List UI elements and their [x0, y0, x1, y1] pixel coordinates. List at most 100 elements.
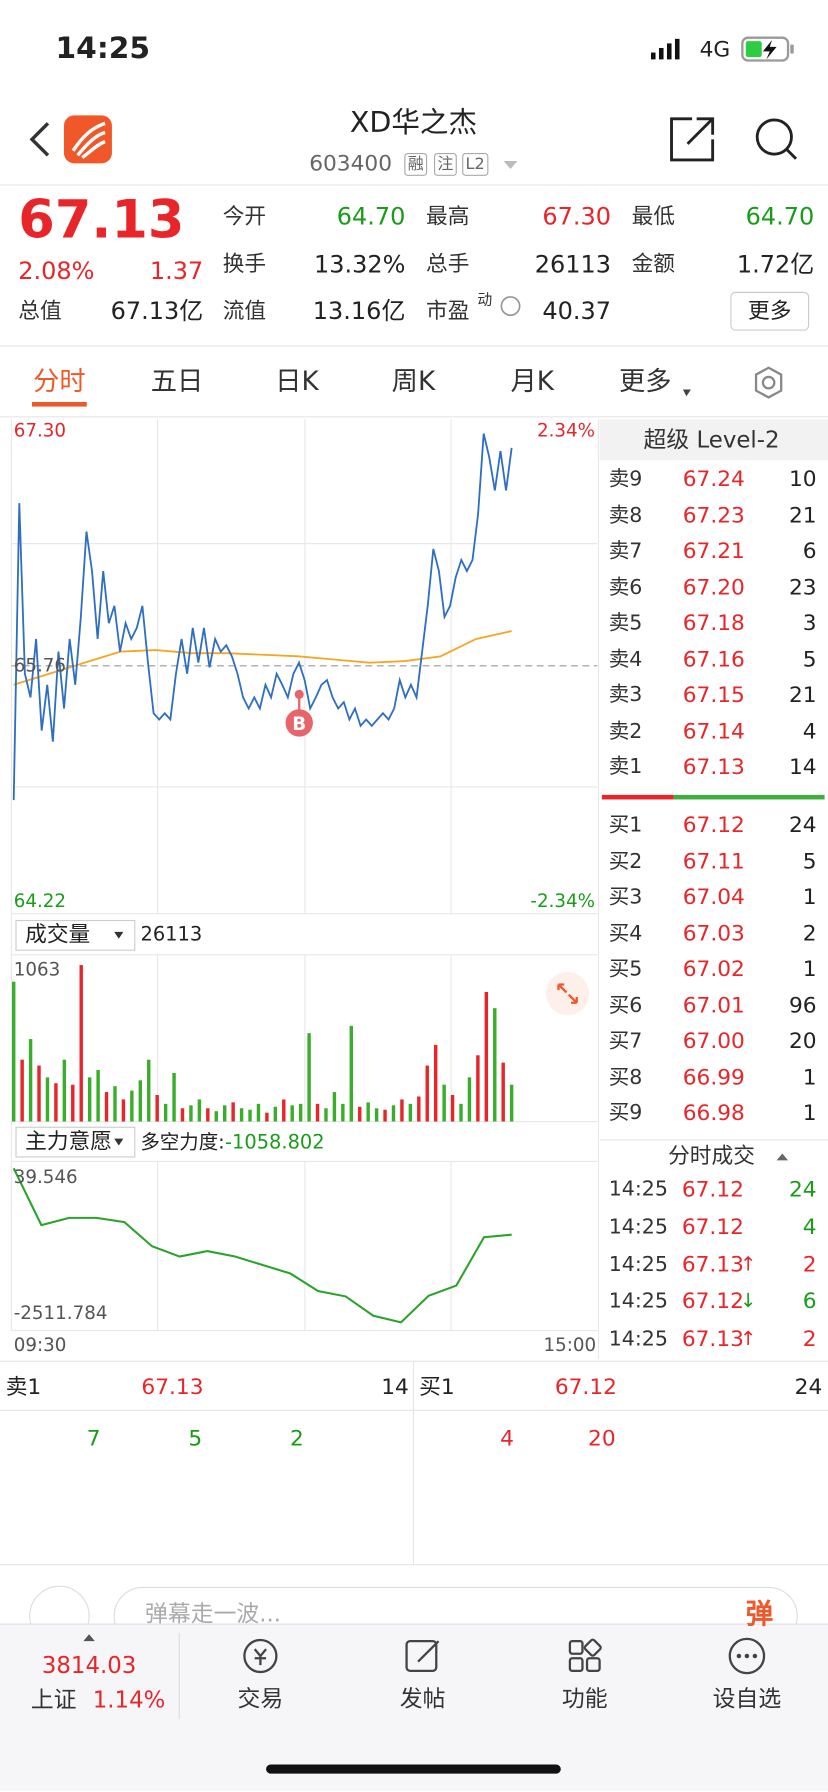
volume-bar [71, 1084, 75, 1122]
trade-time: 14:25 [608, 1252, 668, 1277]
index-value[interactable]: 3814.03 [41, 1651, 137, 1679]
tab[interactable]: 五日 [150, 367, 204, 397]
volume-bar [248, 1109, 252, 1122]
settings-icon[interactable] [754, 366, 783, 399]
tab-bar-item[interactable]: 设自选 [712, 1684, 782, 1712]
bids-price: 67.12 [682, 812, 745, 838]
field-label: 最高 [425, 203, 470, 229]
tab[interactable]: 分时 [33, 367, 86, 397]
volume-bar [20, 1059, 24, 1122]
bids-price: 66.99 [682, 1064, 745, 1090]
more-button-label[interactable]: 更多 [748, 298, 792, 324]
expand-button[interactable] [545, 971, 590, 1016]
volume-bar [332, 1092, 337, 1122]
bids-volume: 1 [802, 1100, 817, 1126]
field-label: 最低 [631, 203, 675, 229]
buy-queue-order: 20 [588, 1425, 616, 1451]
volume-bar [391, 1105, 396, 1122]
asks-volume: 10 [788, 466, 817, 492]
asks-price: 67.24 [682, 466, 745, 492]
volume-bar [425, 1065, 429, 1122]
asks-volume: 5 [802, 646, 817, 672]
y-tick-label: 1063 [13, 958, 61, 980]
bids-label: 买2 [608, 849, 643, 874]
volume-selector[interactable] [15, 919, 136, 951]
tab-bar-item[interactable]: 发帖 [399, 1684, 446, 1712]
tab-bar-item[interactable]: 功能 [561, 1684, 608, 1712]
dropdown-arrow[interactable] [503, 161, 518, 170]
bids-price: 66.98 [682, 1100, 745, 1126]
search-button[interactable] [755, 118, 798, 160]
volume-bar [231, 1102, 235, 1122]
bid-bar [673, 794, 825, 800]
volume-bar [383, 1109, 387, 1122]
sell-queue-order: 2 [290, 1425, 304, 1451]
indicator-line [12, 1167, 512, 1324]
index-name[interactable]: 上证 [30, 1685, 77, 1714]
volume-bar [417, 1096, 421, 1122]
tab[interactable]: 日K [275, 367, 319, 397]
trade-arrow: ↑ [740, 1327, 757, 1351]
trade-price: 67.13 [681, 1251, 744, 1277]
bids-price: 67.11 [682, 848, 745, 874]
sell-queue-order: 5 [188, 1425, 203, 1451]
volume-bar [315, 1103, 320, 1122]
volume-total: 26113 [140, 923, 203, 947]
volume-bar [349, 1025, 354, 1122]
volume-label[interactable]: 成交量 [25, 922, 91, 948]
expand-arrow[interactable] [83, 1634, 95, 1642]
indicator-label[interactable]: 主力意愿 [25, 1128, 112, 1155]
field-label: 流值 [222, 298, 267, 324]
dropdown-arrow [682, 389, 691, 397]
level2-title: 超级 Level-2 [643, 425, 780, 454]
index-change[interactable]: 1.14% [92, 1685, 166, 1714]
volume-bar [450, 1095, 455, 1122]
field-label: 总手 [425, 251, 470, 277]
sort-arrow[interactable] [776, 1153, 789, 1161]
bids-volume: 24 [788, 812, 817, 838]
asks-volume: 21 [788, 682, 817, 708]
field-label: 市盈 [425, 298, 470, 324]
trade-volume: 2 [802, 1251, 817, 1277]
tab[interactable]: 周K [391, 367, 436, 397]
tab-bar-item[interactable]: 交易 [237, 1684, 284, 1712]
volume-bar [433, 1044, 438, 1122]
bids-price: 67.02 [682, 956, 745, 982]
bids-volume: 1 [802, 956, 817, 982]
battery-icon [741, 36, 794, 62]
stock-name: XD华之杰 [349, 105, 478, 139]
y-tick-label: 64.22 [13, 889, 67, 912]
indicator-selector[interactable] [15, 1126, 136, 1158]
more-button[interactable] [730, 291, 810, 331]
share-button[interactable] [670, 117, 715, 162]
asks-volume: 3 [802, 610, 817, 636]
volume-bar [189, 1105, 193, 1122]
info-icon[interactable] [500, 296, 521, 317]
volume-bar [290, 1105, 294, 1122]
trade-volume: 2 [802, 1326, 817, 1352]
asks-label: 卖9 [608, 467, 643, 492]
bids-label: 买6 [608, 993, 643, 1018]
more-dots [736, 1653, 758, 1659]
volume-bar [121, 1099, 126, 1122]
asks-volume: 14 [788, 754, 817, 780]
tab[interactable]: 月K [510, 367, 554, 397]
asks-volume: 21 [788, 502, 817, 528]
volume-bar [366, 1102, 370, 1122]
trade-price: 67.13 [681, 1326, 744, 1352]
volume-bar [298, 1103, 303, 1122]
volume-bar [307, 1033, 311, 1122]
asks-price: 67.15 [682, 682, 745, 708]
field-value: 13.32% [313, 250, 406, 279]
tab[interactable]: 更多 [619, 367, 672, 397]
danmaku-button[interactable]: 弹 [745, 1597, 774, 1630]
trade-volume: 4 [802, 1214, 817, 1240]
asks-price: 67.18 [682, 610, 745, 636]
asks-label: 卖5 [608, 611, 643, 635]
bid-price: 67.12 [554, 1374, 617, 1400]
level2-header [599, 419, 828, 461]
back-button[interactable] [29, 122, 50, 157]
bids-label: 买1 [608, 813, 643, 838]
y-tick-label: 39.546 [13, 1166, 78, 1188]
